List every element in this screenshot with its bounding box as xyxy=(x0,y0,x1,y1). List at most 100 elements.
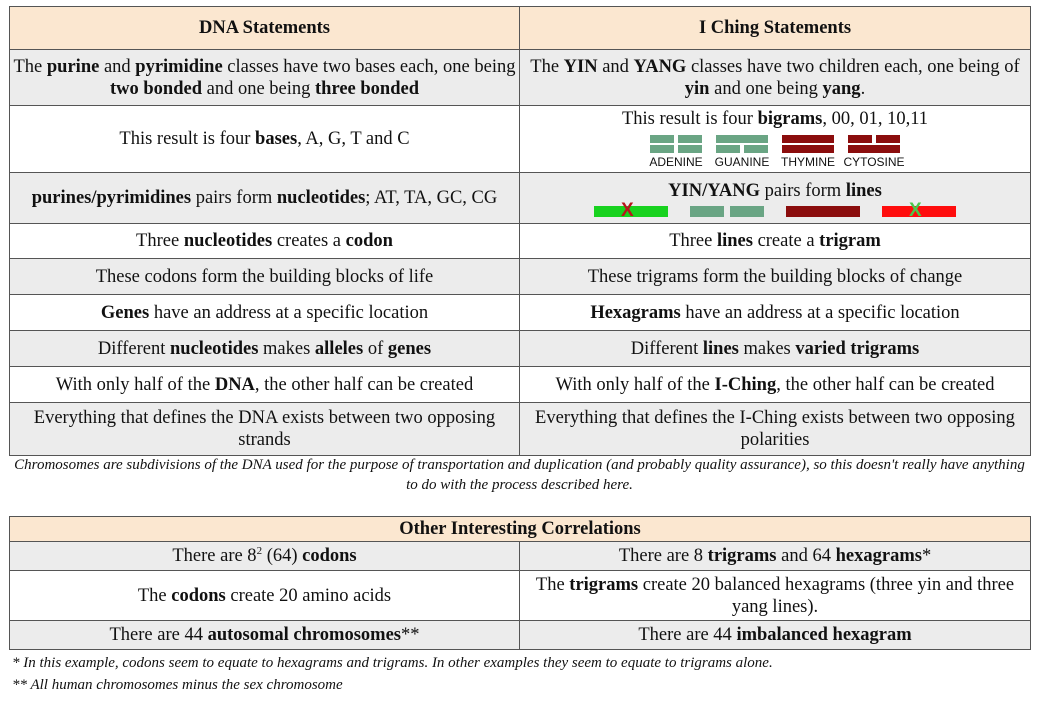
iching-correlation: The trigrams create 20 balanced hexagram… xyxy=(518,570,1032,621)
bold-term: YIN/YANG xyxy=(668,180,761,201)
text-segment: , 00, 01, 10,11 xyxy=(822,109,929,129)
header-correlations: Other Interesting Correlations xyxy=(8,516,1032,542)
bigram-label: THYMINE xyxy=(781,155,835,169)
table-row: The codons create 20 amino acids The trig… xyxy=(9,570,1032,621)
footnote-single-star: * In this example, codons seem to equate… xyxy=(12,655,773,671)
bold-term: codons xyxy=(302,546,357,566)
dna-statement: With only half of the DNA, the other hal… xyxy=(9,366,520,403)
dna-iching-table: DNA Statements I Ching Statements The pu… xyxy=(9,6,1031,456)
iching-statement: Three lines create a trigram xyxy=(519,223,1031,259)
iching-statement: This result is four bigrams, 00, 01, 10,… xyxy=(519,105,1031,173)
statement-text: Everything that defines the I-Ching exis… xyxy=(522,407,1028,451)
text-segment: There are 8 xyxy=(172,546,257,566)
text-segment: With only half of the xyxy=(55,374,215,395)
dna-statement: This result is four bases, A, G, T and C xyxy=(9,105,520,173)
text-segment: create 20 amino acids xyxy=(225,585,392,606)
line-segment xyxy=(716,145,740,153)
line-segment xyxy=(782,145,834,153)
bold-term: I-Ching xyxy=(714,374,777,395)
text-segment: Three xyxy=(136,231,184,251)
table-header-row: Other Interesting Correlations xyxy=(8,516,1032,542)
text-segment: of xyxy=(363,338,388,359)
statement-text: The YIN and YANG classes have two childr… xyxy=(522,56,1028,100)
table-row: With only half of the DNA, the other hal… xyxy=(9,366,1031,403)
line-segment xyxy=(848,135,872,143)
text-segment: Three xyxy=(669,231,717,251)
line-segment xyxy=(782,135,834,143)
bigram-thymine: THYMINE xyxy=(779,134,837,169)
text-segment: Everything that defines the I-Ching exis… xyxy=(535,408,1015,450)
text-segment: have an address at a specific location xyxy=(149,302,429,323)
line-segment xyxy=(882,205,956,217)
statement-text: YIN/YANG pairs form lines xyxy=(522,180,1028,202)
text-segment: makes xyxy=(258,338,315,359)
statement-text: This result is four bigrams, 00, 01, 10,… xyxy=(522,108,1028,130)
bold-term: bases xyxy=(255,129,298,149)
bigram-cytosine: CYTOSINE xyxy=(843,134,905,169)
text-segment: and 64 xyxy=(776,546,836,566)
dna-correlation: There are 82 (64) codons xyxy=(9,541,520,571)
table-header-row: DNA Statements I Ching Statements xyxy=(9,6,1031,50)
dna-correlation: There are 44 autosomal chromosomes** xyxy=(9,620,520,650)
bold-term: lines xyxy=(845,180,882,201)
yang-line xyxy=(782,145,834,153)
table-row: Genes have an address at a specific loca… xyxy=(9,294,1031,331)
dna-statement: These codons form the building blocks of… xyxy=(9,258,520,295)
text-segment: , the other half can be created xyxy=(254,374,474,395)
text-segment: and one being xyxy=(709,78,823,99)
bold-term: codon xyxy=(345,231,393,251)
bold-term: codons xyxy=(171,585,226,606)
text-segment: With only half of the xyxy=(555,374,715,395)
iching-correlation: There are 44 imbalanced hexagram xyxy=(518,620,1032,650)
text-segment: Different xyxy=(97,338,171,359)
dna-correlation: The codons create 20 amino acids xyxy=(9,570,520,621)
text-segment: There are 44 xyxy=(638,625,737,645)
bold-term: pyrimidine xyxy=(135,56,223,77)
text-segment: The xyxy=(530,56,564,77)
line-segment xyxy=(786,205,860,217)
line-segment xyxy=(678,135,702,143)
bold-term: purine xyxy=(46,56,100,77)
iching-correlation: There are 8 trigrams and 64 hexagrams* xyxy=(518,541,1032,571)
table-row: This result is four bases, A, G, T and C… xyxy=(9,105,1031,173)
chromosome-note: Chromosomes are subdivisions of the DNA … xyxy=(14,457,1025,493)
bold-term: lines xyxy=(716,231,753,251)
table-row: There are 82 (64) codons There are 8 trig… xyxy=(9,541,1032,571)
bold-term: hexagrams xyxy=(835,546,922,566)
text-segment: Different xyxy=(630,338,703,359)
young-yin-line xyxy=(690,205,764,217)
bold-term: DNA xyxy=(214,374,255,395)
line-segment xyxy=(650,145,674,153)
correlations-table: Other Interesting Correlations There are… xyxy=(8,516,1032,650)
bold-term: yin xyxy=(684,78,710,99)
yang-line xyxy=(848,145,900,153)
bold-term: Hexagrams xyxy=(590,302,681,323)
text-segment: creates a xyxy=(272,231,346,251)
text-segment: create a xyxy=(752,231,820,251)
bold-term: nucleotides xyxy=(276,188,366,208)
dna-statement: Everything that defines the DNA exists b… xyxy=(9,402,520,456)
iching-statement: YIN/YANG pairs form lines X X xyxy=(519,172,1031,224)
bold-term: alleles xyxy=(314,338,364,359)
bold-term: varied trigrams xyxy=(795,338,920,359)
text-segment: (64) xyxy=(262,546,303,566)
bold-term: nucleotides xyxy=(170,338,259,359)
text-segment: classes have two bases each, one being xyxy=(222,56,516,77)
iching-statement: The YIN and YANG classes have two childr… xyxy=(519,49,1031,106)
bold-term: two bonded xyxy=(109,78,202,99)
bold-term: purines/pyrimidines xyxy=(31,188,192,208)
bold-term: YANG xyxy=(633,56,687,77)
text-segment: ** xyxy=(400,625,420,645)
bigram-label: ADENINE xyxy=(649,155,703,169)
text-segment: , the other half can be created xyxy=(776,374,995,395)
text-segment: and xyxy=(99,56,136,77)
line-segment xyxy=(690,205,724,217)
text-segment: classes have two children each, one bein… xyxy=(686,56,1020,77)
bold-term: genes xyxy=(387,338,432,359)
changing-mark: X xyxy=(909,199,922,221)
text-segment: , A, G, T and C xyxy=(297,129,410,149)
table-row: Three nucleotides creates a codon Three l… xyxy=(9,223,1031,259)
text-segment: create 20 balanced hexagrams (three yin … xyxy=(638,574,1015,617)
yang-line xyxy=(716,135,768,143)
